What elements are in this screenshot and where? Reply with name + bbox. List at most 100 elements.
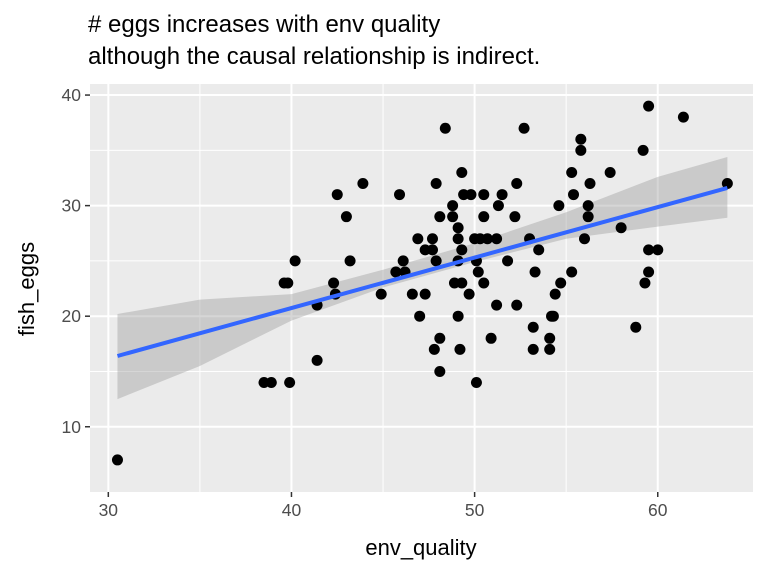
data-point (630, 321, 642, 333)
data-point (456, 244, 468, 256)
data-point (527, 321, 539, 333)
data-point (454, 343, 466, 355)
x-axis-label: env_quality (365, 535, 476, 560)
data-point (677, 111, 689, 123)
data-point (328, 277, 340, 289)
data-point (390, 266, 402, 278)
y-axis-label: fish_eggs (14, 242, 39, 336)
data-point (568, 189, 580, 201)
data-point (502, 255, 514, 267)
data-point (485, 332, 497, 344)
data-point (496, 189, 508, 201)
y-tick-label: 10 (62, 417, 82, 437)
plot-panel (90, 84, 753, 492)
data-point (584, 178, 596, 190)
data-point (470, 377, 482, 389)
data-point (456, 166, 468, 178)
data-point (544, 343, 556, 355)
data-point (566, 266, 578, 278)
data-point (463, 288, 475, 300)
data-point (465, 189, 477, 201)
data-point (553, 200, 565, 212)
y-tick-label: 40 (62, 85, 82, 105)
data-point (721, 178, 733, 190)
chart-title-line-2: although the causal relationship is indi… (88, 43, 540, 70)
data-point (575, 144, 587, 156)
data-point (412, 233, 424, 245)
data-point (452, 233, 464, 245)
data-point (426, 233, 438, 245)
data-point (289, 255, 301, 267)
data-point (439, 122, 451, 134)
data-point (643, 100, 655, 112)
data-point (533, 244, 545, 256)
data-point (430, 255, 442, 267)
points (111, 100, 733, 466)
data-point (509, 211, 521, 223)
axis-ticks: 30 40 50 60 10 20 30 40 (62, 85, 668, 520)
data-point (511, 299, 523, 311)
data-point (529, 266, 541, 278)
regression-line (116, 186, 728, 358)
data-point (549, 288, 561, 300)
data-point (375, 288, 387, 300)
data-point (340, 211, 352, 223)
data-point (414, 310, 426, 322)
data-point (452, 310, 464, 322)
data-point (344, 255, 356, 267)
data-point (582, 211, 594, 223)
x-tick-label: 40 (282, 500, 302, 520)
data-point (615, 222, 627, 234)
data-point (397, 255, 409, 267)
data-point (527, 343, 539, 355)
confidence-band (117, 156, 728, 400)
data-point (357, 178, 369, 190)
data-point (566, 166, 578, 178)
data-point (472, 266, 484, 278)
data-point (419, 288, 431, 300)
x-tick-label: 30 (99, 500, 119, 520)
data-point (491, 299, 503, 311)
data-point (555, 277, 567, 289)
y-tick-label: 20 (62, 306, 82, 326)
data-point (478, 277, 490, 289)
data-point (492, 200, 504, 212)
data-point (643, 244, 655, 256)
data-point (447, 200, 459, 212)
data-point (518, 122, 530, 134)
chart-title-line-1: # eggs increases with env quality (88, 11, 440, 38)
data-point (544, 332, 556, 344)
data-point (434, 211, 446, 223)
data-point (575, 133, 587, 145)
x-tick-label: 60 (648, 500, 668, 520)
y-tick-label: 30 (62, 196, 82, 216)
data-point (282, 277, 294, 289)
data-point (491, 233, 503, 245)
data-point (639, 277, 651, 289)
data-point (481, 233, 493, 245)
data-point (394, 189, 406, 201)
data-point (637, 144, 649, 156)
data-point (452, 222, 464, 234)
data-point (643, 266, 655, 278)
data-point (406, 288, 418, 300)
data-point (478, 211, 490, 223)
data-point (652, 244, 664, 256)
data-point (311, 354, 323, 366)
data-point (582, 200, 594, 212)
data-point (428, 343, 440, 355)
data-point (434, 365, 446, 377)
confidence-ribbon (117, 156, 728, 400)
data-point (447, 211, 459, 223)
data-point (284, 377, 296, 389)
data-point (579, 233, 591, 245)
data-point (604, 166, 616, 178)
data-point (511, 178, 523, 190)
data-point (265, 377, 277, 389)
x-tick-label: 50 (465, 500, 485, 520)
data-point (456, 277, 468, 289)
data-point (331, 189, 343, 201)
data-point (478, 189, 490, 201)
grid-lines (90, 84, 753, 492)
